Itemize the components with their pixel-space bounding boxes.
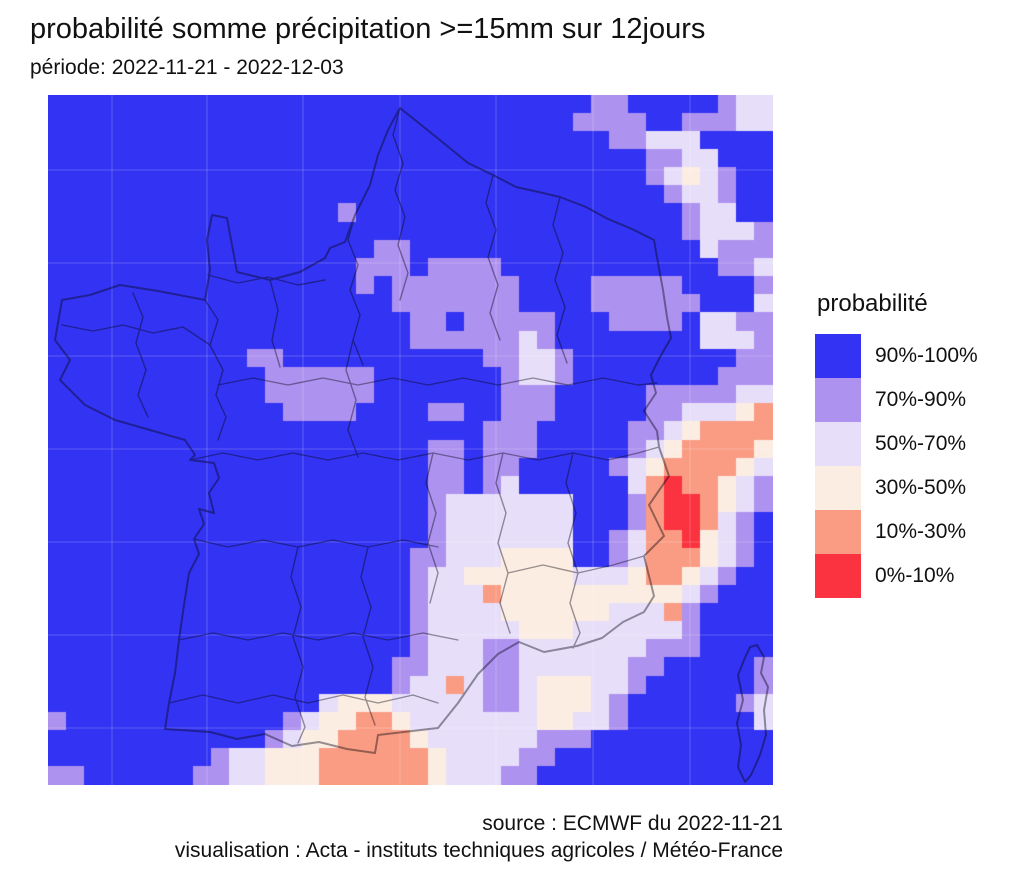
visualisation-caption: visualisation : Acta - instituts techniq… <box>174 839 783 862</box>
legend: probabilité 90%-100% 70%-90% 50%-70% 30%-50… <box>815 290 1015 598</box>
legend-swatch <box>815 510 861 554</box>
legend-label: 70%-90% <box>875 388 967 411</box>
captions: source : ECMWF du 2022-11-21 visualisati… <box>113 810 783 864</box>
legend-item-30%-50%: 30%-50% <box>815 466 1015 510</box>
probability-raster <box>48 95 773 785</box>
legend-swatch <box>815 554 861 598</box>
legend-item-0%-10%: 0%-10% <box>815 554 1015 598</box>
legend-swatch <box>815 378 861 422</box>
legend-items: 90%-100% 70%-90% 50%-70% 30%-50% 10%-30% 0%-1… <box>815 334 1015 598</box>
legend-label: 10%-30% <box>875 520 967 543</box>
legend-label: 30%-50% <box>875 476 967 499</box>
legend-title: probabilité <box>817 290 928 317</box>
source-caption: source : ECMWF du 2022-11-21 <box>482 812 783 835</box>
legend-swatch <box>815 466 861 510</box>
legend-label: 0%-10% <box>875 564 955 587</box>
legend-item-50%-70%: 50%-70% <box>815 422 1015 466</box>
legend-item-90%-100%: 90%-100% <box>815 334 1015 378</box>
legend-item-70%-90%: 70%-90% <box>815 378 1015 422</box>
page-title: probabilité somme précipitation >=15mm s… <box>30 13 706 45</box>
legend-swatch <box>815 334 861 378</box>
france-probability-map <box>48 95 773 785</box>
legend-item-10%-30%: 10%-30% <box>815 510 1015 554</box>
legend-label: 50%-70% <box>875 432 967 455</box>
legend-label: 90%-100% <box>875 344 978 367</box>
period-subtitle: période: 2022-11-21 - 2022-12-03 <box>30 56 344 79</box>
legend-swatch <box>815 422 861 466</box>
